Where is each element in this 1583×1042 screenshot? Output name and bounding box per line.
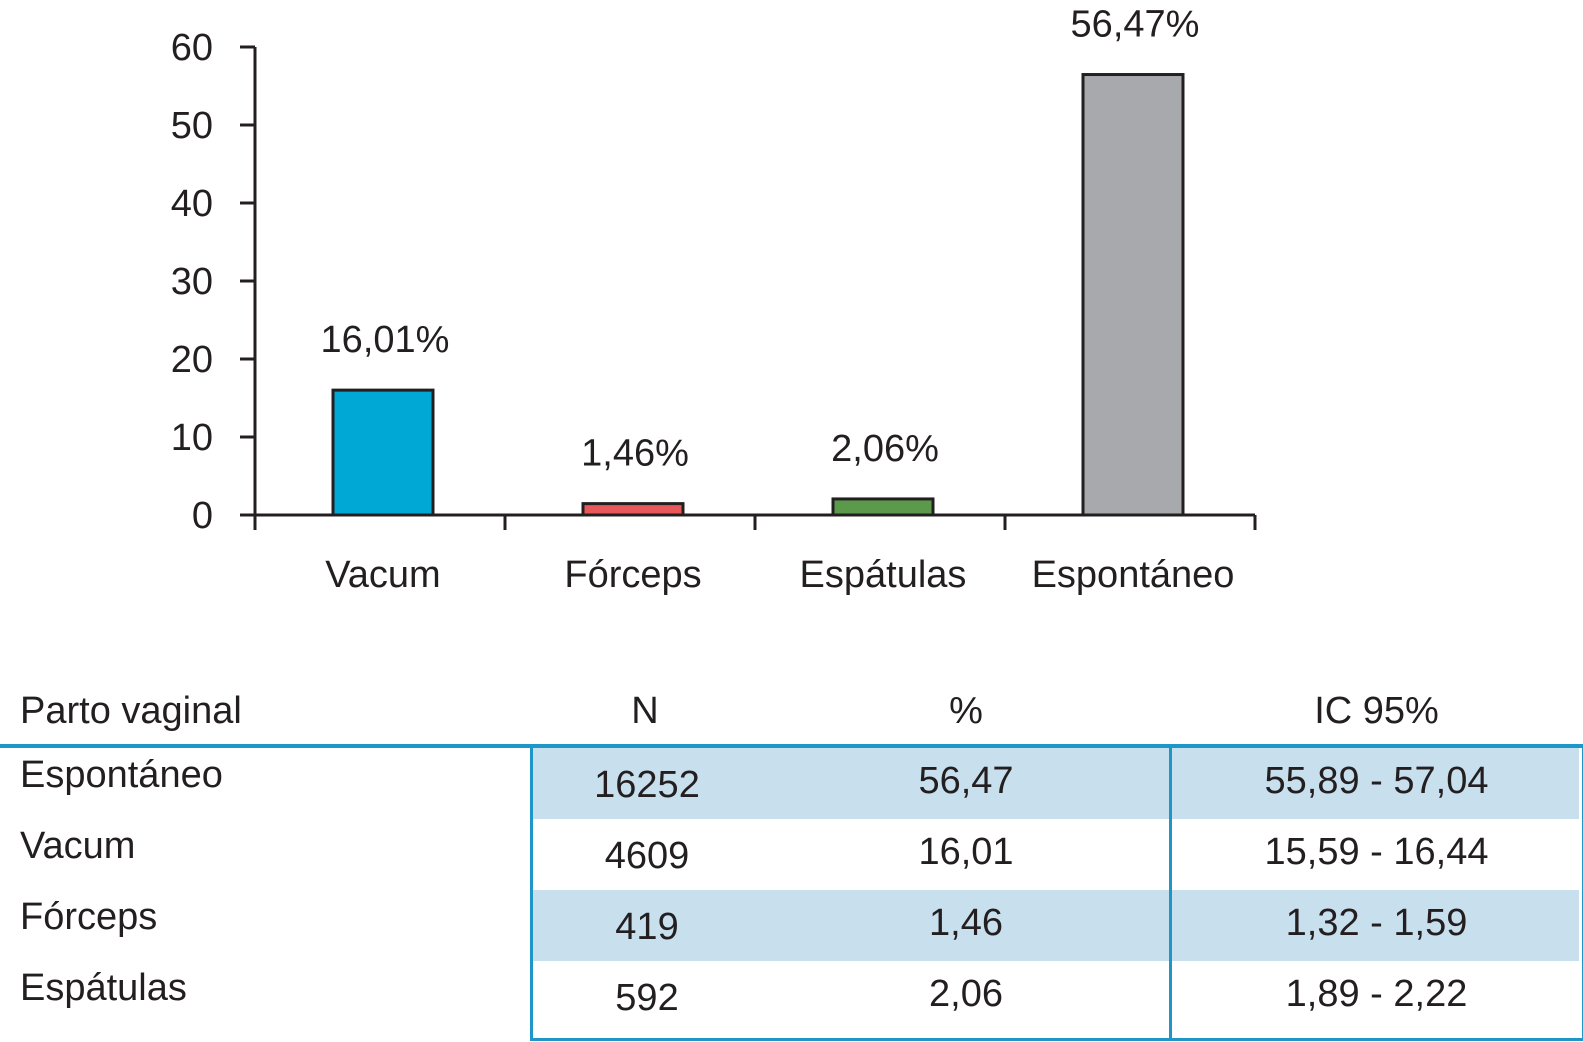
y-tick-label: 0 bbox=[192, 495, 213, 537]
y-axis: 0 10 20 30 40 50 60 bbox=[171, 27, 257, 537]
cell-percent: 16,01 bbox=[918, 831, 1014, 873]
cell-percent: 2,06 bbox=[929, 973, 1003, 1015]
cell-ci: 1,89 - 2,22 bbox=[1285, 973, 1468, 1015]
x-tick-label: Fórceps bbox=[564, 554, 701, 596]
y-tick-label: 10 bbox=[171, 417, 213, 459]
row-label: Vacum bbox=[20, 825, 136, 867]
y-tick-label: 20 bbox=[171, 339, 213, 381]
table-row: Vacum 4609 16,01 15,59 - 16,44 bbox=[0, 819, 1583, 890]
cell-percent: 1,46 bbox=[929, 902, 1003, 944]
y-tick-label: 60 bbox=[171, 27, 213, 69]
bar-forceps bbox=[581, 502, 685, 517]
table-frame bbox=[530, 744, 1583, 1041]
results-table: Parto vaginal N % IC 95% Espontáneo 1625… bbox=[0, 680, 1583, 1042]
x-tick-label: Vacum bbox=[325, 554, 440, 596]
cell-ci: 55,89 - 57,04 bbox=[1264, 760, 1489, 802]
x-tick-label: Espátulas bbox=[800, 554, 967, 596]
data-label: 16,01% bbox=[321, 319, 450, 361]
row-label: Espontáneo bbox=[20, 754, 223, 796]
cell-ci: 15,59 - 16,44 bbox=[1264, 831, 1489, 873]
data-label: 1,46% bbox=[581, 433, 689, 475]
table-top-rule bbox=[0, 744, 1583, 748]
bar-espatulas bbox=[831, 497, 935, 517]
table-header: Parto vaginal N % IC 95% bbox=[0, 680, 1583, 744]
header-parto-vaginal: Parto vaginal bbox=[20, 690, 242, 732]
data-labels: 16,01% 1,46% 2,06% 56,47% bbox=[321, 4, 1200, 475]
table-column-divider bbox=[1169, 744, 1172, 1041]
bar-espontaneo bbox=[1081, 73, 1185, 517]
data-label: 2,06% bbox=[831, 428, 939, 470]
row-background bbox=[533, 890, 1579, 961]
table-row: Espátulas 592 2,06 1,89 - 2,22 bbox=[0, 961, 1583, 1032]
y-tick-label: 30 bbox=[171, 261, 213, 303]
y-tick-label: 40 bbox=[171, 183, 213, 225]
y-tick-label: 50 bbox=[171, 105, 213, 147]
cell-percent: 56,47 bbox=[918, 760, 1014, 802]
bar-chart: 0 10 20 30 40 50 60 Vacum Fórceps Espátulas Espon… bbox=[171, 4, 1257, 596]
table-row: Espontáneo 16252 56,47 55,89 - 57,04 bbox=[0, 748, 1583, 819]
row-background bbox=[533, 748, 1579, 819]
table-row: Fórceps 419 1,46 1,32 - 1,59 bbox=[0, 890, 1583, 961]
x-axis: Vacum Fórceps Espátulas Espontáneo bbox=[253, 513, 1257, 596]
x-tick-label: Espontáneo bbox=[1032, 554, 1235, 596]
row-label: Fórceps bbox=[20, 896, 158, 938]
cell-n: 16252 bbox=[594, 764, 700, 806]
row-label: Espátulas bbox=[20, 967, 187, 1009]
cell-n: 4609 bbox=[604, 835, 690, 877]
cell-ci: 1,32 - 1,59 bbox=[1285, 902, 1468, 944]
cell-n: 592 bbox=[615, 977, 679, 1019]
bars bbox=[331, 73, 1185, 517]
header-percent: % bbox=[949, 690, 983, 732]
cell-n: 419 bbox=[615, 906, 679, 948]
data-label: 56,47% bbox=[1071, 4, 1200, 46]
header-ci: IC 95% bbox=[1314, 690, 1439, 732]
header-n: N bbox=[631, 690, 659, 732]
bar-vacum bbox=[331, 388, 435, 517]
